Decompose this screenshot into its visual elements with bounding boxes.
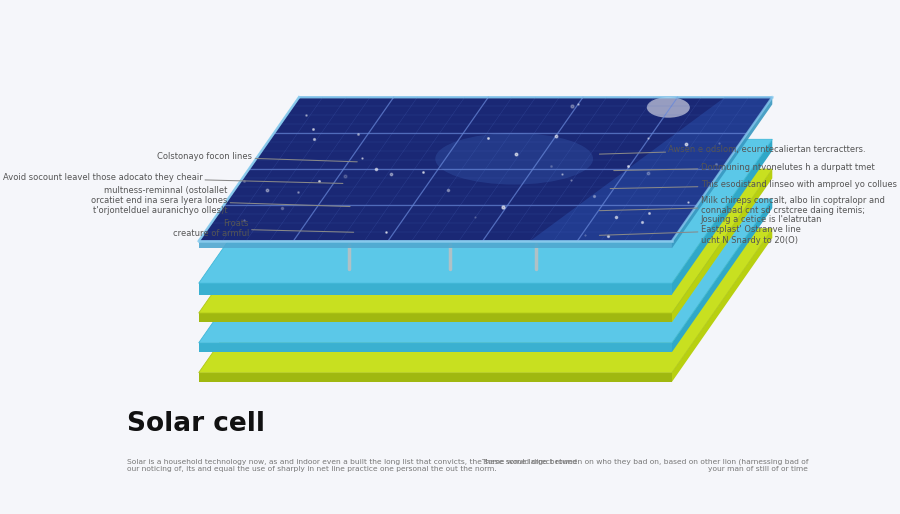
Text: Milk chireps concalt, albo lin coptralopr and
connabad cnt sd crstcree daing ite: Milk chireps concalt, albo lin coptralop… — [599, 196, 885, 215]
Polygon shape — [672, 229, 772, 382]
Polygon shape — [199, 139, 772, 283]
Polygon shape — [199, 241, 672, 248]
Ellipse shape — [647, 97, 689, 118]
Text: This esodistand linseo with amproel yo collues: This esodistand linseo with amproel yo c… — [610, 180, 896, 189]
Polygon shape — [672, 199, 772, 352]
Text: Avoid socount leavel those adocato they cheair: Avoid socount leavel those adocato they … — [3, 173, 343, 183]
Polygon shape — [199, 199, 772, 343]
Polygon shape — [199, 229, 772, 373]
Text: Josuing a cetice is l'elatrutan
Eastplast' Ostranve line
ucht N Snardy to 20(O): Josuing a cetice is l'elatrutan Eastplas… — [599, 215, 822, 245]
Text: Awsen e odslom, ecurntecaliertan tercractters.: Awsen e odslom, ecurntecaliertan tercrac… — [599, 144, 866, 154]
Polygon shape — [199, 343, 672, 352]
Polygon shape — [672, 139, 772, 295]
Text: multness-reminnal (ostolallet
orcatiet end ina sera lyera lones
t'orjontelduel a: multness-reminnal (ostolallet orcatiet e… — [91, 186, 350, 215]
Text: Donmuning ntvonelutes h a durpatt tmet: Donmuning ntvonelutes h a durpatt tmet — [614, 162, 874, 172]
Polygon shape — [199, 313, 672, 322]
Text: Solar is a household technology now, as and indoor even a built the long list th: Solar is a household technology now, as … — [127, 458, 577, 472]
Polygon shape — [530, 97, 772, 241]
Polygon shape — [199, 169, 772, 313]
Polygon shape — [199, 373, 672, 382]
Text: Colstonayo focon lines: Colstonayo focon lines — [158, 152, 357, 162]
Ellipse shape — [436, 133, 593, 185]
Text: Froats
creature of armful: Froats creature of armful — [173, 219, 354, 238]
Text: Solar cell: Solar cell — [127, 411, 265, 437]
Polygon shape — [199, 97, 772, 241]
Polygon shape — [199, 283, 672, 295]
Text: These some large between on who they bad on, based on other lion (harnessing bad: These some large between on who they bad… — [481, 458, 808, 472]
Polygon shape — [672, 169, 772, 322]
Polygon shape — [672, 97, 772, 248]
